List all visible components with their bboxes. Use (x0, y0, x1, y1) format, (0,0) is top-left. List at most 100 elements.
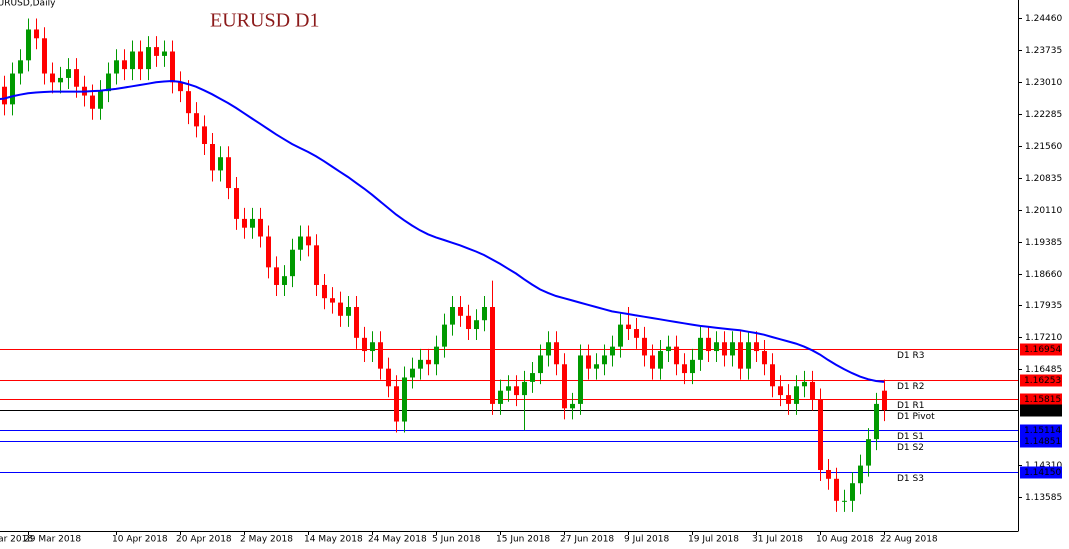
candle-body (818, 399, 823, 470)
candle-body (466, 315, 471, 330)
level-name: D1 R3 (897, 351, 925, 361)
candle-body (538, 355, 543, 374)
candle-body (90, 95, 95, 109)
x-tick-label: 2 May 2018 (240, 535, 293, 545)
candle-body (18, 60, 23, 74)
candle-body (362, 337, 367, 352)
candle-body (730, 342, 735, 356)
candle-body (834, 478, 839, 501)
level-name: D1 R1 (897, 401, 925, 411)
candle-body (330, 298, 335, 303)
y-tick-label: 1.20835 (1025, 174, 1062, 184)
candle-body (514, 386, 519, 396)
candle-body (578, 355, 583, 404)
candle-body (114, 60, 119, 74)
candle-body (26, 29, 31, 61)
candle-body (842, 500, 847, 502)
level-name: D1 R2 (897, 382, 925, 392)
y-tick-label: 1.21560 (1025, 142, 1062, 152)
candle-body (42, 38, 47, 74)
candle-body (482, 306, 487, 321)
candle-body (530, 373, 535, 382)
y-tick-label: 1.24460 (1025, 14, 1062, 24)
y-tick-label: 1.19385 (1025, 238, 1062, 248)
candle-body (850, 483, 855, 501)
level-price-box (1020, 393, 1062, 406)
candle-body (786, 395, 791, 404)
x-tick-label: 22 Aug 2018 (880, 535, 938, 545)
candle-body (58, 77, 63, 83)
level-name: D1 S1 (897, 432, 924, 442)
candle-body (426, 359, 431, 365)
level-price-box (1020, 466, 1062, 479)
level-price-box (1020, 404, 1062, 417)
y-tick-label: 1.14310 (1025, 461, 1062, 471)
y-tick-label: 1.16485 (1025, 365, 1062, 375)
x-tick-label: 31 Jul 2018 (752, 535, 803, 545)
y-tick-label: 1.22285 (1025, 110, 1062, 120)
candle-body (130, 51, 135, 70)
y-tick-label: 1.18660 (1025, 270, 1062, 280)
candle-body (458, 306, 463, 316)
candle-body (106, 73, 111, 92)
level-price-label: 1.15114 (1024, 426, 1061, 436)
candle-body (274, 267, 279, 285)
candle-body (754, 342, 759, 352)
symbol-label: EURUSD,Daily (0, 0, 56, 9)
candle-body (10, 73, 15, 105)
candle-body (826, 469, 831, 479)
candle-body (474, 320, 479, 330)
candle-body (858, 465, 863, 484)
candle-body (178, 82, 183, 92)
x-tick-label: 24 May 2018 (368, 535, 427, 545)
candle-body (258, 218, 263, 237)
x-tick-label: 9 Jul 2018 (624, 535, 669, 545)
candle-body (386, 368, 391, 387)
candle-body (506, 386, 511, 391)
candle-body (602, 355, 607, 365)
x-tick-label: 27 Jun 2018 (560, 535, 614, 545)
candle-body (354, 306, 359, 338)
candle-body (66, 69, 71, 78)
candle-body (402, 377, 407, 422)
candle-body (202, 126, 207, 145)
moving-average (0, 79, 885, 383)
level-name: D1 S3 (897, 474, 924, 484)
level-price-label: 1.14150 (1024, 468, 1061, 478)
candle-body (234, 188, 239, 219)
candle-body (642, 337, 647, 356)
candle-body (34, 29, 39, 39)
candle-body (690, 359, 695, 374)
level-price-label: 1.16253 (1024, 376, 1061, 386)
candle-body (266, 236, 271, 268)
candle-body (226, 157, 231, 189)
candle-body (794, 386, 799, 404)
candle-body (706, 337, 711, 352)
candle-body (434, 346, 439, 365)
y-tick-label: 1.17935 (1025, 301, 1062, 311)
candle-body (146, 47, 151, 70)
candle-body (882, 390, 887, 411)
candle-body (562, 364, 567, 409)
chart-title: EURUSD D1 (210, 10, 319, 32)
candle-body (722, 342, 727, 356)
candle-body (650, 355, 655, 369)
candle-body (98, 91, 103, 109)
candle-body (634, 329, 639, 338)
x-tick-label: 15 Jun 2018 (496, 535, 550, 545)
candle-body (298, 236, 303, 250)
level-price-label: 1.15815 (1024, 395, 1061, 405)
candle-body (738, 342, 743, 369)
candle-body (138, 51, 143, 70)
candle-body (866, 439, 871, 466)
candle-body (122, 60, 127, 70)
candle-body (218, 157, 223, 171)
candle-body (658, 351, 663, 369)
candle-body (338, 302, 343, 316)
candle-body (194, 113, 199, 127)
candle-body (2, 86, 7, 105)
candle-body (586, 355, 591, 369)
